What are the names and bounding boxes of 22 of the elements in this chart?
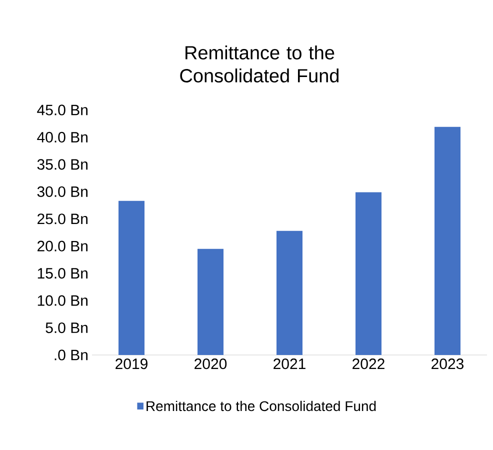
y-tick-label: 45.0 Bn xyxy=(37,104,88,116)
bar xyxy=(276,230,302,355)
x-tick-label: 2020 xyxy=(194,358,227,370)
bar xyxy=(198,248,224,355)
y-tick-label: .0 Bn xyxy=(54,350,88,360)
y-tick-label: 5.0 Bn xyxy=(46,322,88,334)
y-tick-label: 30.0 Bn xyxy=(37,186,88,197)
x-tick-label: 2019 xyxy=(116,358,148,370)
y-tick-label: 35.0 Bn xyxy=(37,159,88,170)
x-tick-label: 2021 xyxy=(274,358,306,370)
chart-title: Remittance to the Consolidated Fund xyxy=(180,46,338,82)
x-tick-label: 2022 xyxy=(352,358,384,370)
bar xyxy=(434,126,460,355)
y-tick-label: 15.0 Bn xyxy=(38,268,88,279)
legend-label: Remittance to the Consolidated Fund xyxy=(146,400,376,412)
bar xyxy=(355,192,382,355)
y-tick-label: 40.0 Bn xyxy=(37,132,88,143)
x-tick-label: 2023 xyxy=(432,358,464,370)
bar xyxy=(118,200,145,355)
y-tick-label: 20.0 Bn xyxy=(38,240,88,252)
y-tick-label: 25.0 Bn xyxy=(38,214,88,224)
y-tick-label: 10.0 Bn xyxy=(38,295,88,306)
